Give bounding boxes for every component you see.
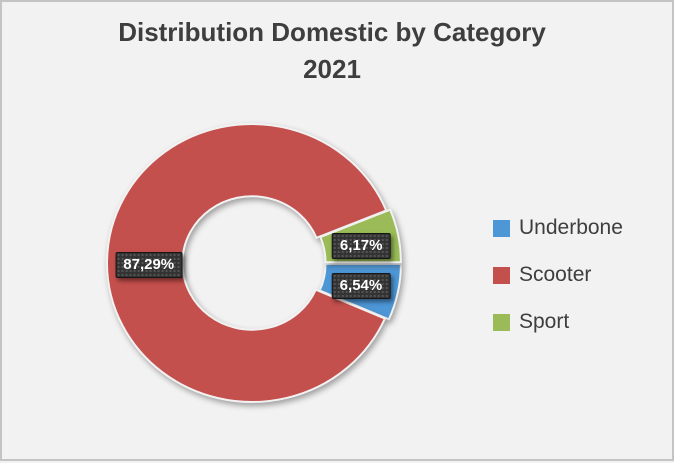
chart-title-line1: Distribution Domestic by Category xyxy=(118,17,546,47)
donut-slice-scooter[interactable] xyxy=(106,123,388,403)
data-label-scooter[interactable]: 87,29% xyxy=(115,251,183,278)
legend-item-sport[interactable]: Sport xyxy=(493,310,623,333)
data-label-underbone[interactable]: 6,54% xyxy=(331,272,391,299)
legend-swatch-underbone xyxy=(493,219,510,237)
legend-label-scooter: Scooter xyxy=(519,263,592,286)
legend-item-underbone[interactable]: Underbone xyxy=(493,216,623,239)
legend-label-sport: Sport xyxy=(519,310,570,333)
legend-swatch-scooter xyxy=(493,266,510,284)
legend-label-underbone: Underbone xyxy=(519,216,623,239)
data-label-sport[interactable]: 6,17% xyxy=(331,233,391,260)
legend-item-scooter[interactable]: Scooter xyxy=(493,263,623,286)
chart-title-line2: 2021 xyxy=(303,54,361,84)
legend-swatch-sport xyxy=(493,313,510,331)
chart-legend: Underbone Scooter Sport xyxy=(493,216,623,333)
chart-title[interactable]: Distribution Domestic by Category 2021 xyxy=(2,14,662,88)
